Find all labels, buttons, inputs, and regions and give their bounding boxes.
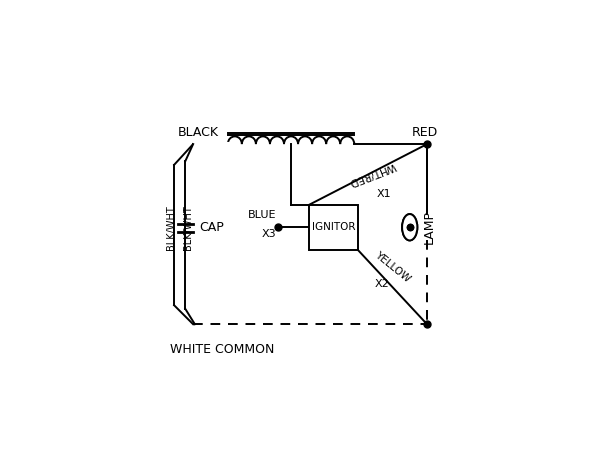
Ellipse shape [402, 214, 418, 240]
Text: X1: X1 [376, 189, 391, 199]
Text: RED: RED [412, 126, 439, 139]
Text: X2: X2 [374, 279, 389, 289]
Text: BLUE: BLUE [248, 210, 277, 220]
Bar [309, 205, 358, 250]
Text: BLACK: BLACK [178, 126, 219, 139]
Text: IGNITOR: IGNITOR [312, 222, 355, 232]
Text: LAMP: LAMP [423, 210, 436, 244]
Text: X3: X3 [262, 229, 277, 239]
Ellipse shape [402, 214, 418, 240]
Text: BLK/WHT: BLK/WHT [183, 205, 193, 250]
Text: BLK/WHT: BLK/WHT [166, 205, 176, 250]
Text: WHITE COMMON: WHITE COMMON [170, 343, 275, 356]
Text: YELLOW: YELLOW [373, 250, 412, 284]
Text: WHT/RED: WHT/RED [347, 160, 397, 187]
Text: CAP: CAP [199, 221, 224, 234]
